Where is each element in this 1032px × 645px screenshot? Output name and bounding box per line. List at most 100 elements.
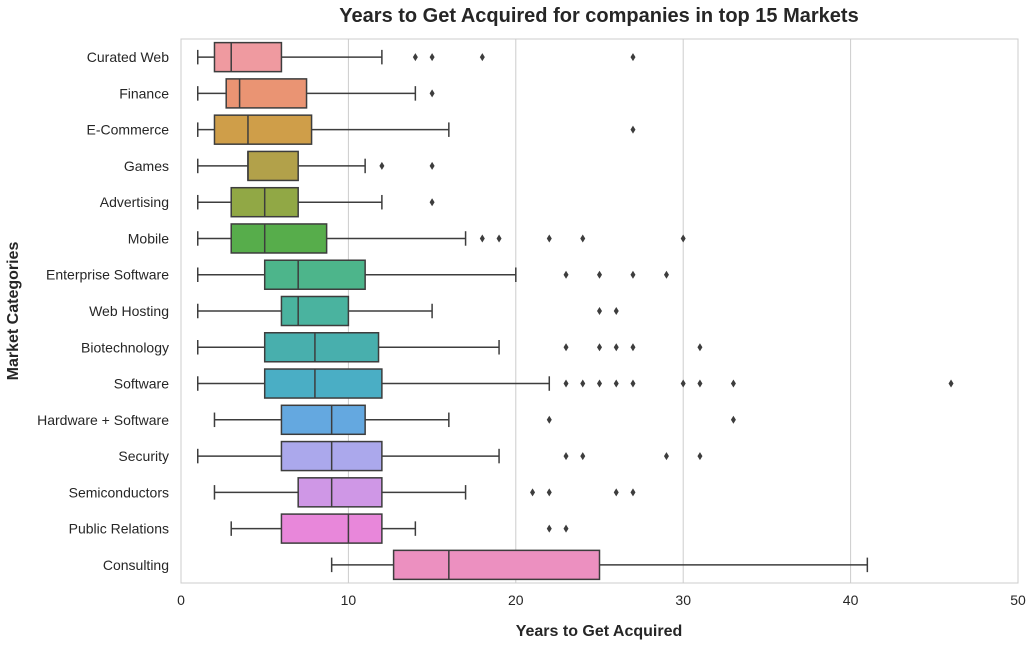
- outlier-point: [580, 452, 586, 461]
- outlier-point: [613, 488, 619, 497]
- y-tick-label: Hardware + Software: [37, 412, 169, 428]
- outlier-point: [580, 234, 586, 243]
- outlier-point: [479, 53, 485, 62]
- x-axis-ticks: 0 10 20 30 40 50: [177, 592, 1026, 608]
- outlier-point: [546, 524, 552, 533]
- box-advertising: [196, 186, 435, 218]
- y-tick-label: Semiconductors: [69, 484, 169, 500]
- y-axis-label: Market Categories: [5, 242, 22, 381]
- outlier-point: [613, 379, 619, 388]
- outlier-point: [429, 89, 435, 98]
- x-tick-label: 10: [341, 592, 357, 608]
- iqr-box: [263, 332, 380, 363]
- iqr-box: [280, 295, 350, 327]
- y-tick-label: E-Commerce: [87, 122, 170, 138]
- outlier-point: [563, 379, 569, 388]
- y-tick-label: Security: [118, 448, 169, 464]
- outlier-point: [630, 125, 636, 134]
- iqr-box: [392, 549, 601, 581]
- outlier-point: [429, 161, 435, 170]
- iqr-box: [263, 368, 383, 399]
- box-security: [196, 440, 703, 472]
- y-tick-label: Advertising: [100, 194, 169, 210]
- outlier-point: [379, 161, 385, 170]
- outlier-point: [597, 379, 602, 388]
- outlier-point: [429, 53, 435, 62]
- iqr-box: [213, 114, 313, 145]
- box-software: [196, 368, 954, 399]
- box-hardware-software: [213, 404, 736, 436]
- outlier-point: [630, 379, 636, 388]
- outlier-point: [697, 379, 703, 388]
- x-tick-label: 30: [675, 592, 691, 608]
- box-biotechnology: [196, 332, 703, 363]
- outlier-point: [630, 343, 636, 352]
- x-tick-label: 20: [508, 592, 524, 608]
- box-enterprise-software: [196, 259, 669, 290]
- outlier-point: [563, 452, 569, 461]
- outlier-point: [429, 198, 435, 207]
- iqr-box: [280, 513, 383, 544]
- iqr-box: [247, 150, 299, 182]
- y-tick-label: Public Relations: [69, 521, 169, 537]
- y-tick-label: Curated Web: [87, 49, 169, 65]
- iqr-box: [297, 477, 383, 508]
- outlier-point: [530, 488, 536, 497]
- outlier-point: [663, 270, 669, 279]
- outlier-point: [597, 343, 602, 352]
- outlier-point: [630, 53, 636, 62]
- outlier-point: [412, 53, 418, 62]
- outlier-point: [697, 343, 703, 352]
- outlier-point: [730, 379, 736, 388]
- y-tick-label: Consulting: [103, 557, 169, 573]
- outlier-point: [597, 307, 602, 315]
- outlier-point: [697, 452, 703, 461]
- box-web-hosting: [196, 295, 619, 327]
- y-tick-label: Games: [124, 158, 169, 174]
- box-games: [196, 150, 435, 182]
- outlier-point: [496, 234, 502, 243]
- outlier-point: [680, 379, 686, 388]
- box-e-commerce: [196, 114, 636, 145]
- outlier-point: [630, 488, 636, 497]
- outlier-point: [663, 452, 669, 461]
- outlier-point: [546, 234, 552, 243]
- box-mobile: [196, 223, 686, 254]
- box-curated-web: [196, 41, 636, 73]
- boxes: [196, 41, 954, 581]
- outlier-point: [563, 524, 569, 533]
- outlier-point: [563, 270, 569, 279]
- x-tick-label: 0: [177, 592, 185, 608]
- outlier-point: [597, 270, 602, 279]
- outlier-point: [479, 234, 485, 243]
- iqr-box: [225, 78, 308, 109]
- outlier-point: [546, 488, 552, 497]
- outlier-point: [630, 270, 636, 279]
- box-public-relations: [230, 513, 569, 544]
- box-consulting: [330, 549, 869, 581]
- y-tick-label: Mobile: [128, 230, 169, 246]
- x-tick-label: 40: [843, 592, 859, 608]
- y-tick-label: Web Hosting: [89, 303, 169, 319]
- outlier-point: [613, 307, 619, 315]
- y-tick-label: Finance: [119, 85, 169, 101]
- box-semiconductors: [213, 477, 636, 508]
- outlier-point: [730, 415, 736, 424]
- iqr-box: [280, 404, 366, 436]
- outlier-point: [948, 379, 954, 388]
- outlier-point: [563, 343, 569, 352]
- x-axis-label: Years to Get Acquired: [516, 623, 683, 640]
- iqr-box: [263, 259, 366, 290]
- outlier-point: [580, 379, 586, 388]
- chart-title: Years to Get Acquired for companies in t…: [339, 5, 858, 27]
- iqr-box: [213, 41, 283, 73]
- y-tick-label: Biotechnology: [81, 339, 169, 355]
- y-tick-label: Software: [114, 376, 169, 392]
- outlier-point: [680, 234, 686, 243]
- iqr-box: [230, 223, 328, 254]
- y-axis-labels: Curated Web Finance E-Commerce Games Adverti…: [37, 49, 169, 573]
- y-tick-label: Enterprise Software: [46, 267, 169, 283]
- outlier-point: [546, 415, 552, 424]
- box-finance: [196, 78, 435, 109]
